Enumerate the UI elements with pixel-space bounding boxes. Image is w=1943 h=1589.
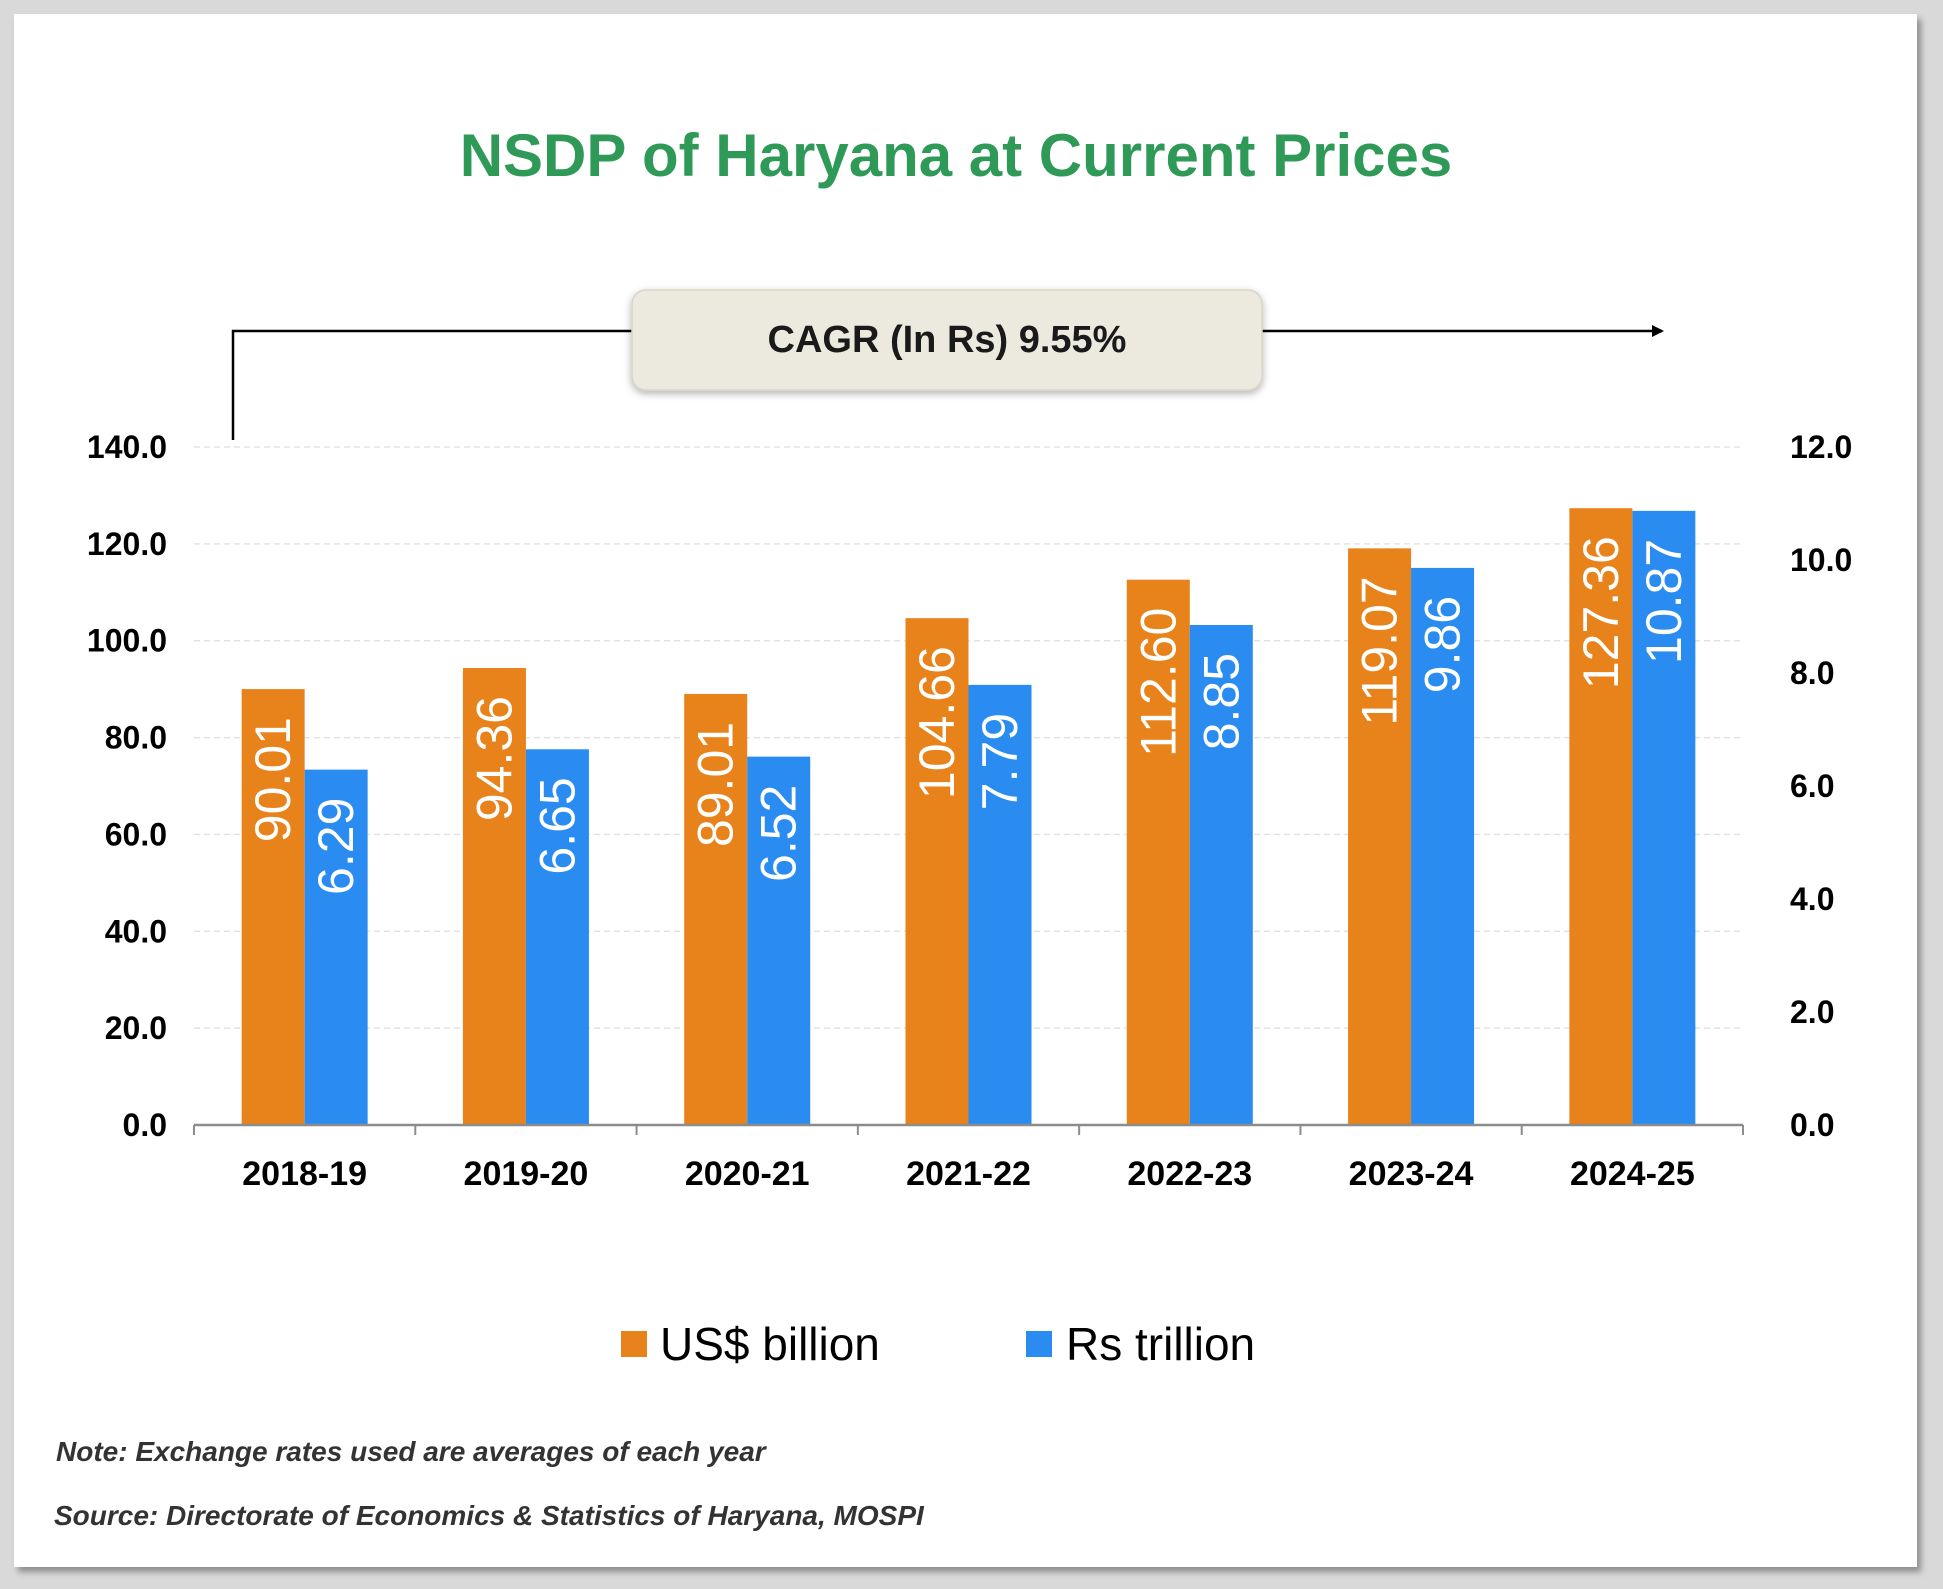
data-label-rs: 10.87 bbox=[1636, 539, 1692, 664]
category-label: 2022-23 bbox=[1127, 1155, 1252, 1193]
legend: US$ billion Rs trillion bbox=[621, 1318, 1255, 1370]
data-label-rs: 6.65 bbox=[529, 777, 585, 874]
bar-rs-trillion bbox=[1632, 510, 1696, 1126]
right-tick-label: 12.0 bbox=[1790, 429, 1852, 465]
data-label-rs: 6.52 bbox=[751, 785, 807, 882]
data-label-usd: 94.36 bbox=[466, 696, 522, 821]
legend-swatch-rs bbox=[1026, 1331, 1052, 1357]
data-labels-layer: 90.016.29 94.366.65 89.01 6.52 104.66 7.79 112… bbox=[245, 536, 1692, 895]
note-text: Note: Exchange rates used are averages o… bbox=[56, 1436, 768, 1467]
chart-frame: NSDP of Haryana at Current Prices CAGR (… bbox=[14, 14, 1917, 1567]
bar-usd-billion bbox=[1126, 579, 1190, 1125]
left-tick-label: 20.0 bbox=[105, 1010, 167, 1046]
right-tick-label: 8.0 bbox=[1790, 655, 1834, 691]
category-label: 2021-22 bbox=[906, 1155, 1031, 1193]
cagr-annotation: CAGR (In Rs) 9.55% bbox=[231, 289, 1664, 440]
bar-rs-trillion bbox=[747, 756, 811, 1125]
data-label-usd: 112.60 bbox=[1130, 608, 1186, 757]
left-tick-label: 40.0 bbox=[105, 913, 167, 949]
category-label: 2024-25 bbox=[1570, 1155, 1695, 1193]
bar-usd-billion bbox=[684, 693, 748, 1125]
cagr-arrow-left bbox=[231, 329, 632, 440]
category-label: 2023-24 bbox=[1349, 1155, 1474, 1193]
data-label-rs: 6.29 bbox=[308, 798, 364, 895]
bar-rs-trillion bbox=[968, 684, 1032, 1125]
legend-swatch-usd bbox=[621, 1331, 647, 1357]
legend-label-usd: US$ billion bbox=[660, 1318, 880, 1370]
data-label-usd: 119.07 bbox=[1352, 576, 1408, 725]
data-label-rs: 9.86 bbox=[1415, 596, 1471, 693]
left-tick-label: 140.0 bbox=[87, 429, 167, 465]
left-tick-label: 60.0 bbox=[105, 816, 167, 852]
bar-usd-billion bbox=[1569, 508, 1633, 1125]
right-tick-label: 6.0 bbox=[1790, 768, 1834, 804]
legend-label-rs: Rs trillion bbox=[1066, 1318, 1255, 1370]
right-tick-label: 4.0 bbox=[1790, 881, 1834, 917]
right-tick-label: 10.0 bbox=[1790, 542, 1852, 578]
left-tick-label: 80.0 bbox=[105, 720, 167, 756]
cagr-box bbox=[631, 289, 1263, 391]
category-label: 2018-19 bbox=[242, 1155, 367, 1193]
category-label: 2020-21 bbox=[685, 1155, 810, 1193]
data-label-usd: 127.36 bbox=[1573, 536, 1629, 689]
data-label-usd: 90.01 bbox=[245, 717, 301, 842]
data-label-rs: 8.85 bbox=[1193, 653, 1249, 750]
bar-usd-billion bbox=[1348, 548, 1412, 1125]
bar-usd-billion bbox=[462, 668, 526, 1125]
bar-rs-trillion bbox=[304, 769, 368, 1125]
left-tick-label: 100.0 bbox=[87, 623, 167, 659]
bar-rs-trillion bbox=[525, 749, 589, 1125]
category-label: 2019-20 bbox=[464, 1155, 589, 1193]
left-tick-label: 0.0 bbox=[123, 1107, 167, 1143]
left-tick-label: 120.0 bbox=[87, 526, 167, 562]
chart-svg: NSDP of Haryana at Current Prices CAGR (… bbox=[54, 122, 1852, 1531]
right-tick-label: 0.0 bbox=[1790, 1107, 1834, 1143]
bar-rs-trillion bbox=[1411, 567, 1475, 1125]
data-label-rs: 7.79 bbox=[972, 713, 1028, 810]
bar-usd-billion bbox=[905, 618, 969, 1125]
bars-layer bbox=[241, 508, 1696, 1126]
bar-usd-billion bbox=[241, 689, 305, 1125]
axis-layer: 0.0 20.0 40.0 60.0 80.0 100.0 120.0 140.0 0.0 2.0… bbox=[87, 429, 1852, 1193]
chart-title: NSDP of Haryana at Current Prices bbox=[460, 122, 1453, 189]
cagr-label: CAGR (In Rs) 9.55% bbox=[768, 319, 1127, 361]
right-tick-label: 2.0 bbox=[1790, 994, 1834, 1030]
data-label-usd: 89.01 bbox=[688, 722, 744, 847]
bar-rs-trillion bbox=[1189, 624, 1253, 1125]
source-text: Source: Directorate of Economics & Stati… bbox=[54, 1500, 925, 1531]
data-label-usd: 104.66 bbox=[909, 646, 965, 799]
